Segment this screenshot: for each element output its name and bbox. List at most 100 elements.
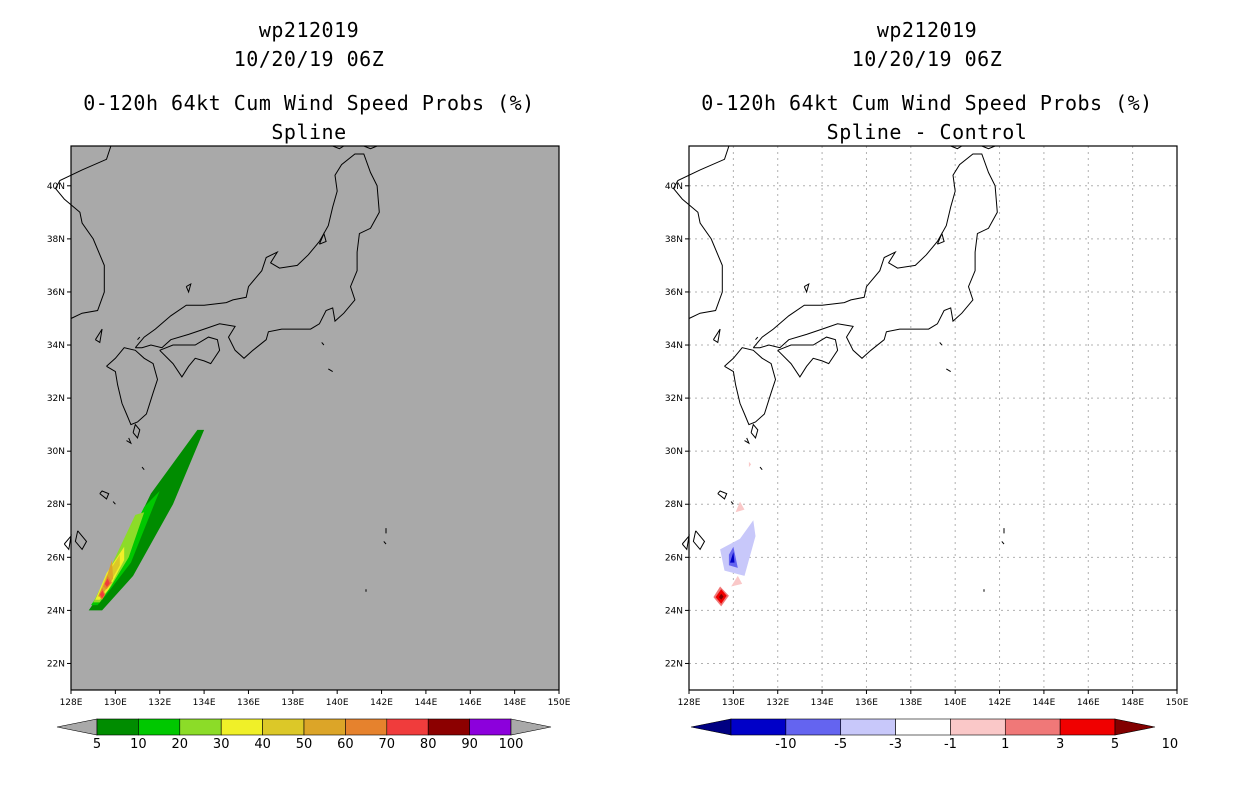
y-tick-label: 28N [47, 500, 65, 510]
x-tick-label: 128E [678, 698, 701, 708]
colorbar-bin [96, 718, 139, 736]
x-tick-label: 150E [1166, 698, 1189, 708]
coastline [939, 342, 943, 346]
coastline [759, 466, 763, 471]
panel-subtitle: Spline - Control [826, 120, 1028, 144]
colorbar-label: 40 [254, 737, 271, 752]
colorbar-label: 100 [499, 737, 524, 752]
coastline [681, 534, 690, 551]
colorbar-label: 30 [213, 737, 230, 752]
colorbar-bin [1059, 718, 1116, 736]
coastline [755, 336, 759, 341]
plot-background [71, 146, 559, 690]
x-tick-label: 144E [414, 698, 437, 708]
x-tick-label: 130E [104, 698, 127, 708]
colorbar-bin [262, 718, 305, 736]
coastline [94, 328, 103, 344]
colorbar-label: 1 [1001, 737, 1009, 752]
colorbar-label: 5 [93, 737, 101, 752]
coastline [74, 530, 88, 551]
x-tick-label: 130E [722, 698, 745, 708]
colorbar-right-arrow [510, 718, 552, 736]
colorbar-label: -5 [834, 737, 847, 752]
coastline [185, 282, 192, 294]
colorbar-bin [840, 718, 896, 736]
coastline [803, 282, 810, 294]
y-tick-label: 30N [47, 447, 65, 457]
y-tick-label: 40N [47, 182, 65, 192]
datetime: 10/20/19 06Z [851, 47, 1003, 71]
colorbar-label: 3 [1056, 737, 1064, 752]
colorbar-label: 80 [420, 737, 437, 752]
colorbar-label: 50 [296, 737, 313, 752]
colorbar-bin [469, 718, 512, 736]
coastline [99, 490, 110, 500]
contour-region [97, 560, 114, 598]
coastline [383, 541, 387, 545]
storm-id: wp212019 [876, 18, 978, 42]
colorbar-bin [427, 718, 470, 736]
x-tick-label: 142E [988, 698, 1011, 708]
colorbar-bin [220, 718, 263, 736]
colorbar-bin [345, 718, 388, 736]
colorbar-bin [785, 718, 842, 736]
coastline [981, 145, 996, 150]
coastline [132, 423, 141, 439]
colorbar-label: 10 [130, 737, 147, 752]
colorbar-bin [1004, 718, 1061, 736]
contour-region [730, 552, 735, 563]
coastline [712, 328, 721, 344]
y-tick-label: 30N [665, 447, 683, 457]
y-tick-label: 38N [665, 235, 683, 245]
coastline [54, 145, 112, 319]
y-tick-label: 26N [665, 553, 683, 563]
colorbar-label: 10 [1162, 737, 1179, 752]
coastline [752, 153, 998, 359]
y-tick-label: 32N [665, 394, 683, 404]
coastline [106, 347, 159, 426]
colorbar-label: 60 [337, 737, 354, 752]
coastline [724, 347, 777, 426]
coastline [936, 232, 945, 245]
x-tick-label: 146E [1077, 698, 1100, 708]
coastline [318, 232, 327, 245]
panel-subtitle: Spline [271, 120, 347, 144]
contour-region [99, 590, 105, 599]
y-tick-label: 26N [47, 553, 65, 563]
colorbar-bin [895, 718, 951, 736]
coastline [777, 336, 839, 378]
y-tick-label: 36N [665, 288, 683, 298]
plot-background [689, 146, 1177, 690]
x-tick-label: 132E [148, 698, 171, 708]
colorbar-label: -3 [889, 737, 902, 752]
coastline [332, 145, 345, 150]
coastline [321, 342, 325, 346]
product-title: 0-120h 64kt Cum Wind Speed Probs (%) [83, 91, 535, 115]
x-tick-label: 148E [1121, 698, 1144, 708]
coastline [692, 530, 706, 551]
x-tick-label: 136E [237, 698, 260, 708]
contour-region [718, 593, 724, 600]
colorbar-label: 20 [172, 737, 189, 752]
coastline [1001, 541, 1005, 545]
colorbar-label: 90 [461, 737, 478, 752]
x-tick-label: 146E [459, 698, 482, 708]
coastline [134, 153, 380, 359]
diff-prob-map: 128E 130E 132E 134E 136E 138E 140E 142E 144E 146E… [665, 145, 1189, 752]
colorbar-right-arrow [1114, 718, 1156, 736]
panel-spline: wp212019 10/20/19 06Z 0-120h 64kt Cum Wi… [47, 18, 571, 752]
colorbar-label: 5 [1111, 737, 1119, 752]
colorbar-label: -10 [775, 737, 796, 752]
x-tick-label: 142E [370, 698, 393, 708]
spline-prob-map: 128E 130E 132E 134E 136E 138E 140E 142E 144E 146E… [47, 145, 571, 752]
coastline [328, 368, 333, 373]
colorbar-bin [303, 718, 346, 736]
coastline [946, 368, 951, 373]
y-tick-label: 32N [47, 394, 65, 404]
colorbar-bin [138, 718, 181, 736]
y-tick-label: 22N [665, 659, 683, 669]
x-tick-label: 150E [548, 698, 571, 708]
colorbar-bin [950, 718, 1006, 736]
y-tick-label: 28N [665, 500, 683, 510]
coastline [159, 336, 221, 378]
